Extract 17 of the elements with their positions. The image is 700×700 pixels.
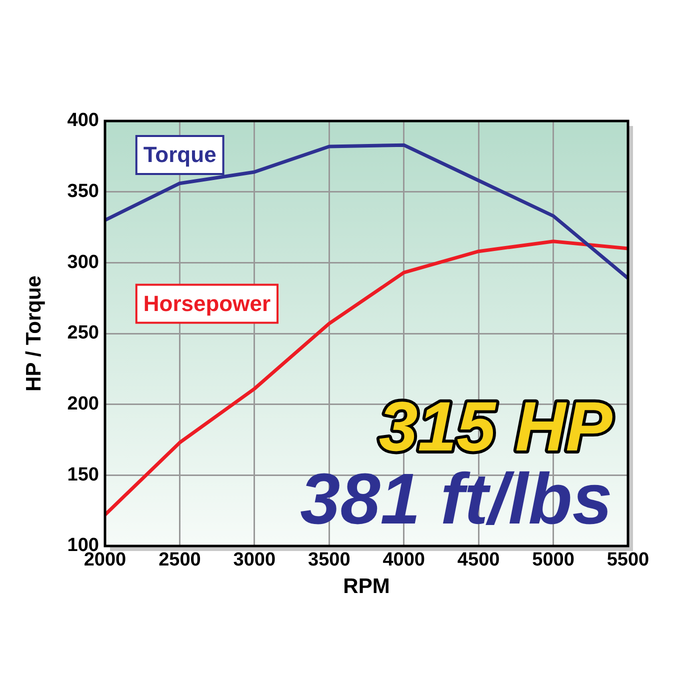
y-tick-label: 150 <box>67 464 99 486</box>
x-tick-label: 5500 <box>606 550 650 571</box>
x-tick-label: 2500 <box>158 550 201 571</box>
y-tick-label: 300 <box>67 252 99 273</box>
text: Horsepower <box>143 290 271 316</box>
y-tick-label: 250 <box>67 322 99 344</box>
y-tick-label: 400 <box>67 110 99 132</box>
x-axis-title: RPM <box>343 575 390 598</box>
y-tick-label: 200 <box>67 394 99 415</box>
x-tick-label: 4000 <box>382 550 425 571</box>
x-tick-label: 3000 <box>233 550 276 571</box>
y-tick-label: 350 <box>67 181 99 202</box>
x-tick-label: 5000 <box>532 550 574 571</box>
x-tick-label: 4500 <box>457 550 500 571</box>
series-label: Torque <box>143 142 216 168</box>
x-tick-label: 3500 <box>308 550 350 571</box>
y-axis-title: HP / Torque <box>22 276 46 392</box>
